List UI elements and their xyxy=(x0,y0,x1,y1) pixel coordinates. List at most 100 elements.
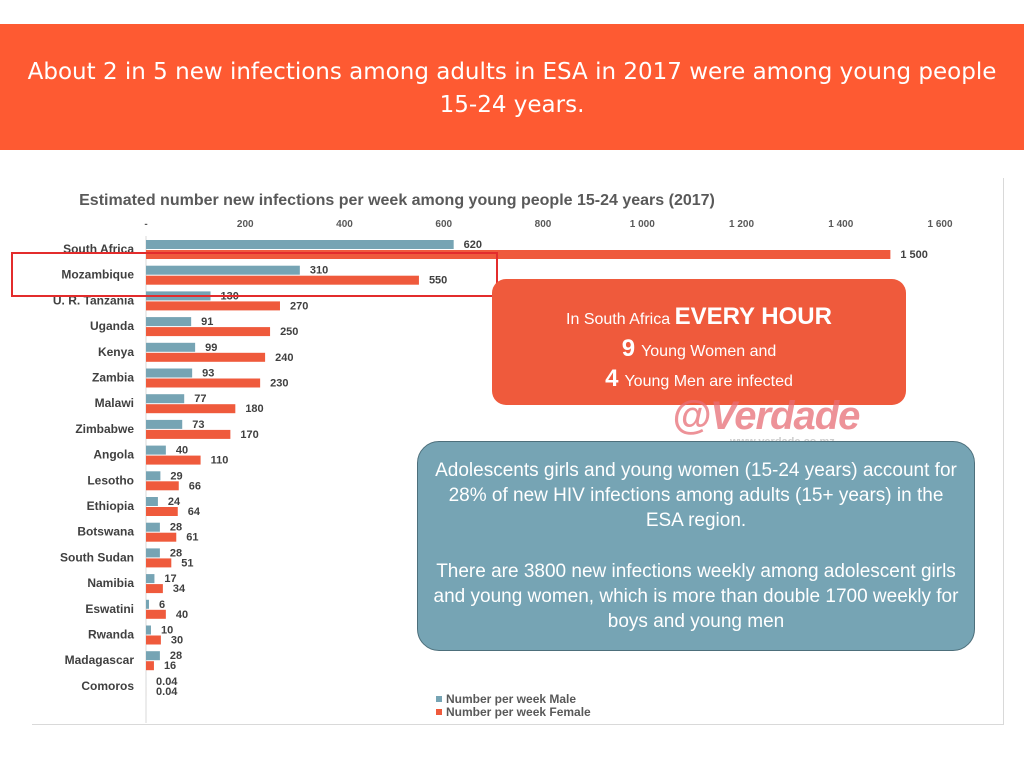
x-tick-label: 800 xyxy=(535,219,552,230)
data-label: 24 xyxy=(168,496,181,508)
bar-male xyxy=(146,574,155,584)
category-label: Lesotho xyxy=(87,473,134,487)
bar-male xyxy=(146,497,158,506)
data-label: 0.04 xyxy=(156,686,178,698)
south-africa-callout: In South Africa EVERY HOUR 9 Young Women … xyxy=(492,279,906,405)
bar-female xyxy=(146,378,261,388)
x-tick-label: 200 xyxy=(237,219,254,230)
data-label: 28 xyxy=(170,522,182,534)
data-label: 6 xyxy=(159,599,165,611)
data-label: 180 xyxy=(245,403,263,415)
women-text: Young Women and xyxy=(641,343,777,360)
header-banner: About 2 in 5 new infections among adults… xyxy=(0,24,1024,150)
data-label: 240 xyxy=(275,352,293,364)
data-label: 40 xyxy=(176,445,188,457)
data-label: 620 xyxy=(464,239,482,251)
x-tick-label: 1 400 xyxy=(828,219,853,230)
chart-panel: Estimated number new infections per week… xyxy=(32,178,1004,725)
bar-male xyxy=(146,368,193,378)
callout-line-3: 4 Young Men are infected xyxy=(492,365,906,393)
category-label: Namibia xyxy=(87,576,134,590)
bar-male xyxy=(146,394,185,404)
data-label: 250 xyxy=(280,326,298,338)
bar-female xyxy=(146,584,163,594)
data-label: 270 xyxy=(290,300,308,312)
data-label: 230 xyxy=(270,378,288,390)
callout-line-2: 9 Young Women and xyxy=(492,335,906,363)
bar-female xyxy=(146,532,177,542)
data-label: 77 xyxy=(194,393,206,405)
x-tick-label: - xyxy=(144,219,147,230)
bar-female xyxy=(146,558,172,568)
chart-title: Estimated number new infections per week… xyxy=(79,192,715,209)
agyw-paragraph-2: There are 3800 new infections weekly amo… xyxy=(433,561,959,632)
data-label: 51 xyxy=(181,557,193,569)
category-label: Zambia xyxy=(92,371,134,385)
x-tick-label: 1 200 xyxy=(729,219,754,230)
data-label: 10 xyxy=(161,625,173,637)
bar-female xyxy=(146,301,280,311)
callout-emphasis: EVERY HOUR xyxy=(674,303,832,330)
category-label: Zimbabwe xyxy=(75,422,134,436)
bar-female xyxy=(146,327,271,337)
legend-swatch xyxy=(436,709,442,715)
bar-male xyxy=(146,471,161,481)
data-label: 0.04 xyxy=(156,676,178,688)
bar-female xyxy=(146,250,891,259)
data-label: 29 xyxy=(170,470,182,482)
data-label: 61 xyxy=(186,532,198,544)
data-label: 30 xyxy=(171,635,183,647)
category-label: Kenya xyxy=(98,345,134,359)
x-tick-label: 1 000 xyxy=(630,219,655,230)
data-label: 99 xyxy=(205,342,217,354)
category-label: South Sudan xyxy=(60,550,134,564)
agyw-callout: Adolescents girls and young women (15-24… xyxy=(417,441,975,651)
bar-male xyxy=(146,522,160,532)
men-count: 4 xyxy=(605,365,619,392)
women-count: 9 xyxy=(621,335,636,362)
bar-female xyxy=(146,481,179,491)
data-label: 16 xyxy=(164,660,176,672)
data-label: 110 xyxy=(211,455,229,467)
page-title: About 2 in 5 new infections among adults… xyxy=(27,59,997,118)
bar-male xyxy=(146,265,300,275)
bar-female xyxy=(146,275,419,285)
bar-male xyxy=(146,625,151,635)
x-tick-label: 1 600 xyxy=(927,219,952,230)
bar-male xyxy=(146,548,160,558)
x-tick-label: 600 xyxy=(435,219,452,230)
watermark-logo: @Verdade xyxy=(672,394,860,438)
category-label: Malawi xyxy=(95,396,134,410)
legend-label: Number per week Male xyxy=(446,692,576,706)
agyw-paragraph-1: Adolescents girls and young women (15-24… xyxy=(435,460,957,531)
men-text: Young Men are infected xyxy=(624,373,793,390)
bar-female xyxy=(146,507,178,516)
category-label: Mozambique xyxy=(61,268,134,282)
bar-female xyxy=(146,609,166,619)
category-label: Comoros xyxy=(81,679,134,693)
data-label: 40 xyxy=(176,609,188,621)
data-label: 28 xyxy=(170,650,182,662)
data-label: 73 xyxy=(192,419,204,431)
data-label: 17 xyxy=(164,573,176,585)
data-label: 91 xyxy=(201,316,213,328)
data-label: 34 xyxy=(173,583,186,595)
bar-male xyxy=(146,599,149,609)
legend-swatch xyxy=(436,696,442,702)
data-label: 310 xyxy=(310,265,328,277)
x-tick-label: 400 xyxy=(336,219,353,230)
data-label: 66 xyxy=(189,480,201,492)
bar-chart: Estimated number new infections per week… xyxy=(53,192,953,723)
category-label: Ethiopia xyxy=(87,499,135,513)
bar-female xyxy=(146,429,231,439)
bar-male xyxy=(146,240,454,249)
bar-female xyxy=(146,661,154,671)
bar-female xyxy=(146,455,201,465)
callout-line-1: In South Africa EVERY HOUR xyxy=(492,303,906,331)
category-label: Madagascar xyxy=(65,653,135,667)
legend-label: Number per week Female xyxy=(446,705,591,719)
bar-male xyxy=(146,342,196,352)
bar-female xyxy=(146,635,161,645)
bar-female xyxy=(146,404,236,414)
category-label: Botswana xyxy=(77,525,134,539)
